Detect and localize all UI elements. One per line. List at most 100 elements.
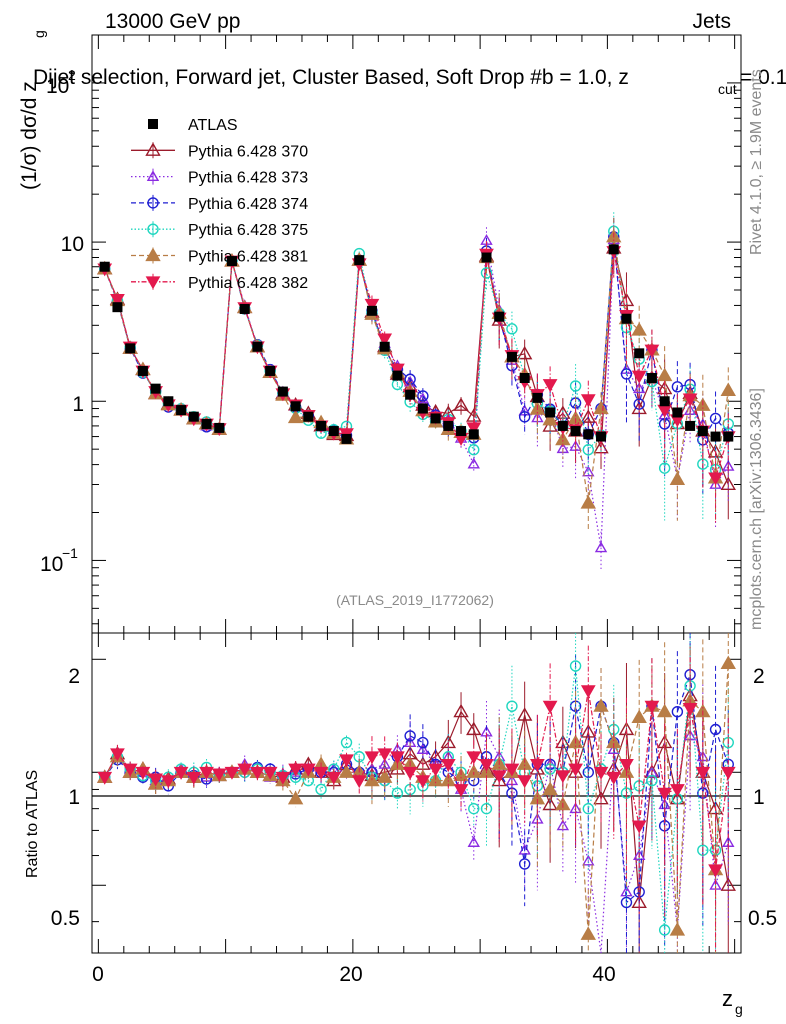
ratio-point-p374: [709, 723, 722, 736]
atlas-point: [659, 396, 670, 407]
atlas-point: [621, 313, 632, 324]
atlas-point: [634, 348, 645, 359]
point-p382: [364, 298, 380, 312]
point-p382: [631, 370, 647, 384]
point-p381: [720, 382, 736, 396]
ratio-point-p373: [543, 757, 557, 769]
ratio-point-p382: [568, 763, 583, 777]
point-p374: [518, 411, 531, 423]
ratio-point-p382: [555, 770, 571, 784]
ratio-point-p375: [391, 787, 404, 799]
ratio-point-p373: [582, 854, 595, 866]
atlas-point: [672, 407, 683, 418]
atlas-point: [697, 426, 708, 437]
point-p370: [720, 476, 736, 491]
legend-label-p381: Pythia 6.428 381: [188, 249, 308, 266]
ratio-point-p382: [288, 763, 303, 777]
ratio-point-p375: [569, 660, 582, 672]
ratio-point-p382: [402, 766, 418, 780]
ratio-point-p382: [275, 771, 291, 785]
ratio-point-p381: [376, 769, 393, 783]
point-p373: [582, 465, 595, 477]
ratio-point-p382: [428, 763, 443, 777]
ratio-point-p382: [262, 766, 278, 780]
atlas-point: [723, 431, 734, 442]
ratio-point-p382: [351, 775, 367, 789]
ratio-point-p382: [530, 758, 545, 772]
ratio-point-p375: [340, 736, 353, 749]
atlas-point: [316, 420, 327, 431]
ytick-0-1-exp: −1: [62, 545, 78, 561]
atlas-point: [685, 420, 696, 431]
ratio-plot-frame: [91, 632, 742, 954]
point-p375: [480, 267, 493, 279]
ratio-line-p374: [104, 674, 729, 904]
legend-marker-p374: [147, 197, 159, 209]
ratio-point-p382: [415, 775, 431, 789]
ratio-point-p375: [315, 783, 327, 796]
ratio-point-p382: [326, 771, 342, 785]
point-p381: [580, 495, 597, 509]
point-p374: [709, 412, 722, 425]
point-p373: [594, 541, 608, 553]
ratio-point-p382: [250, 766, 265, 780]
ratio-point-p382: [466, 751, 482, 765]
atlas-point: [214, 422, 225, 433]
atlas-point: [341, 433, 352, 444]
legend-label-p373: Pythia 6.428 373: [188, 170, 308, 187]
ratio-point-p381: [287, 790, 304, 805]
ratio-point-p374: [671, 706, 684, 718]
ratio-point-p370: [516, 707, 533, 721]
atlas-point: [303, 411, 314, 422]
ytick-100: 10: [46, 75, 69, 98]
atlas-point: [379, 341, 390, 352]
atlas-point: [608, 244, 619, 255]
legend-marker-p375: [147, 223, 159, 235]
atlas-point: [417, 403, 428, 414]
atlas-point: [596, 431, 607, 442]
atlas-point: [265, 365, 276, 376]
atlas-point: [252, 341, 263, 352]
ratio-point-p382: [110, 748, 125, 762]
ratio-point-p373: [416, 743, 430, 754]
ratio-point-p374: [404, 730, 416, 742]
point-p375: [468, 444, 480, 456]
ratio-point-p381: [580, 926, 597, 940]
ratio-point-p382: [300, 763, 316, 777]
ratio-point-p382: [670, 784, 685, 797]
ratio-point-p382: [211, 768, 227, 782]
y-axis-label-main-sub: g: [31, 30, 47, 38]
atlas-point: [137, 365, 148, 376]
plot-title-subscript: cut: [718, 81, 737, 97]
ratio-point-p382: [720, 766, 736, 780]
ratio-point-p381: [466, 764, 482, 778]
legend-label-p374: Pythia 6.428 374: [188, 196, 308, 213]
atlas-point: [570, 426, 581, 437]
legend-marker-p370: [145, 142, 161, 156]
atlas-point: [201, 418, 212, 429]
point-p382: [377, 333, 393, 347]
atlas-point: [150, 383, 161, 394]
y-axis-label-ratio: Ratio to ATLAS: [24, 770, 41, 878]
ytick-100-exp: 2: [68, 67, 76, 83]
ratio-point-p375: [468, 802, 480, 815]
ratio-point-p382: [440, 758, 456, 772]
legend-label-atlas: ATLAS: [188, 117, 238, 134]
point-p373: [416, 392, 430, 404]
ratio-point-p382: [313, 766, 329, 780]
atlas-point: [176, 405, 187, 416]
atlas-point: [125, 343, 136, 354]
ratio-point-p382: [606, 771, 622, 785]
ratio-point-p370: [466, 721, 482, 736]
ratio-point-p382: [97, 771, 113, 785]
ratio-point-p382: [122, 763, 138, 777]
rtick-2-left: 2: [68, 665, 80, 688]
atlas-point: [532, 392, 543, 403]
series-line-p374: [104, 236, 729, 442]
energy-label: 13000 GeV pp: [105, 10, 240, 33]
atlas-point: [545, 407, 556, 418]
ratio-point-p370: [720, 877, 736, 891]
legend-marker-p373: [146, 170, 160, 182]
atlas-point: [226, 256, 237, 267]
